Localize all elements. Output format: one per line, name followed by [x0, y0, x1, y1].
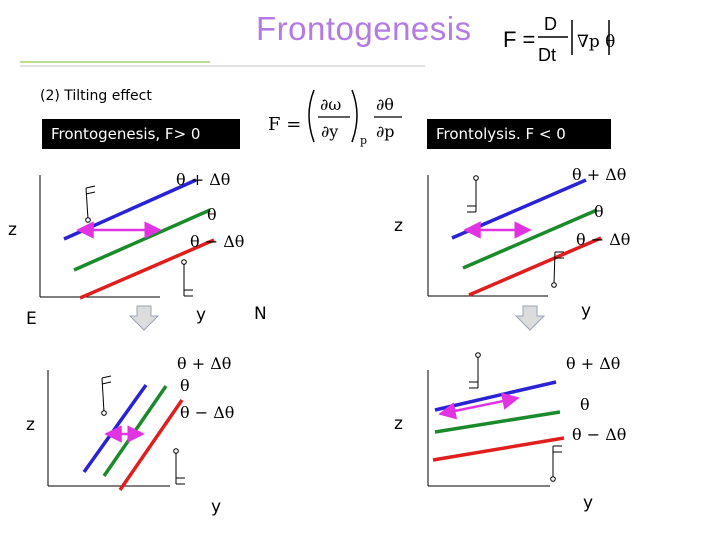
frontogenesis-box: Frontogenesis, F> 0 [42, 119, 240, 149]
isentrope-theta-plus [434, 380, 557, 412]
axis-label-z: z [8, 220, 17, 240]
svg-text:Dt: Dt [538, 45, 556, 65]
label-theta: θ [594, 202, 604, 221]
isentrope-theta-minus [79, 238, 215, 300]
wind-barb [467, 175, 479, 213]
wind-barb [551, 251, 564, 288]
page-title: Frontogenesis [256, 10, 472, 47]
label-theta-minus: θ − Δθ [180, 403, 234, 422]
svg-text:∂y: ∂y [321, 122, 338, 141]
down-arrow-icon [514, 305, 546, 331]
wind-barb [469, 352, 481, 389]
label-theta: θ [180, 376, 190, 395]
panel-bottom-right [427, 352, 565, 487]
panel-top-right [427, 175, 602, 297]
panel-bottom-left [47, 370, 185, 491]
axis-label-y: y [196, 305, 206, 325]
label-theta-minus: θ − Δθ [576, 230, 630, 249]
svg-text:∇p θ: ∇p θ [577, 32, 615, 52]
isentrope-theta-minus [118, 399, 184, 491]
wind-barb [101, 375, 112, 416]
axis-label-z: z [26, 415, 35, 435]
label-theta-plus: θ + Δθ [177, 354, 231, 373]
displacement-arrow [438, 392, 520, 420]
label-theta: θ [207, 205, 217, 224]
isentrope-theta [462, 208, 598, 270]
svg-text:∂p: ∂p [376, 122, 395, 141]
isentrope-theta-minus [468, 236, 602, 297]
svg-text:∂ω: ∂ω [320, 95, 341, 114]
label-theta-minus: θ − Δθ [572, 425, 626, 444]
isentrope-theta-minus [432, 436, 565, 462]
subtitle: (2) Tilting effect [40, 88, 152, 104]
label-theta-minus: θ − Δθ [190, 232, 244, 251]
label-theta: θ [580, 395, 590, 414]
svg-text:∂θ: ∂θ [376, 95, 394, 114]
axis-label-y: y [583, 493, 593, 513]
wind-barb [181, 259, 193, 297]
svg-text:F =: F = [268, 114, 301, 135]
panel-top-left [39, 175, 215, 300]
axis-label-z: z [394, 414, 403, 434]
axis-label-z: z [394, 216, 403, 236]
frontolysis-box: Frontolysis. F < 0 [427, 119, 611, 149]
axis-label-east: E [26, 309, 37, 329]
axis-label-y: y [581, 301, 591, 321]
axis-label-y: y [211, 497, 221, 517]
wind-barb [173, 448, 185, 485]
svg-text:F =: F = [503, 27, 535, 52]
axis-label-north: N [254, 304, 267, 324]
label-theta-plus: θ + Δθ [572, 165, 626, 184]
wind-barb [550, 445, 562, 482]
label-theta-plus: θ + Δθ [566, 354, 620, 373]
svg-text:D: D [544, 14, 557, 34]
isentrope-theta [73, 208, 211, 272]
isentrope-theta [434, 410, 561, 434]
wind-barb [85, 185, 96, 223]
svg-text:p: p [360, 134, 367, 147]
label-theta-plus: θ + Δθ [176, 170, 230, 189]
down-arrow-icon [128, 305, 160, 331]
